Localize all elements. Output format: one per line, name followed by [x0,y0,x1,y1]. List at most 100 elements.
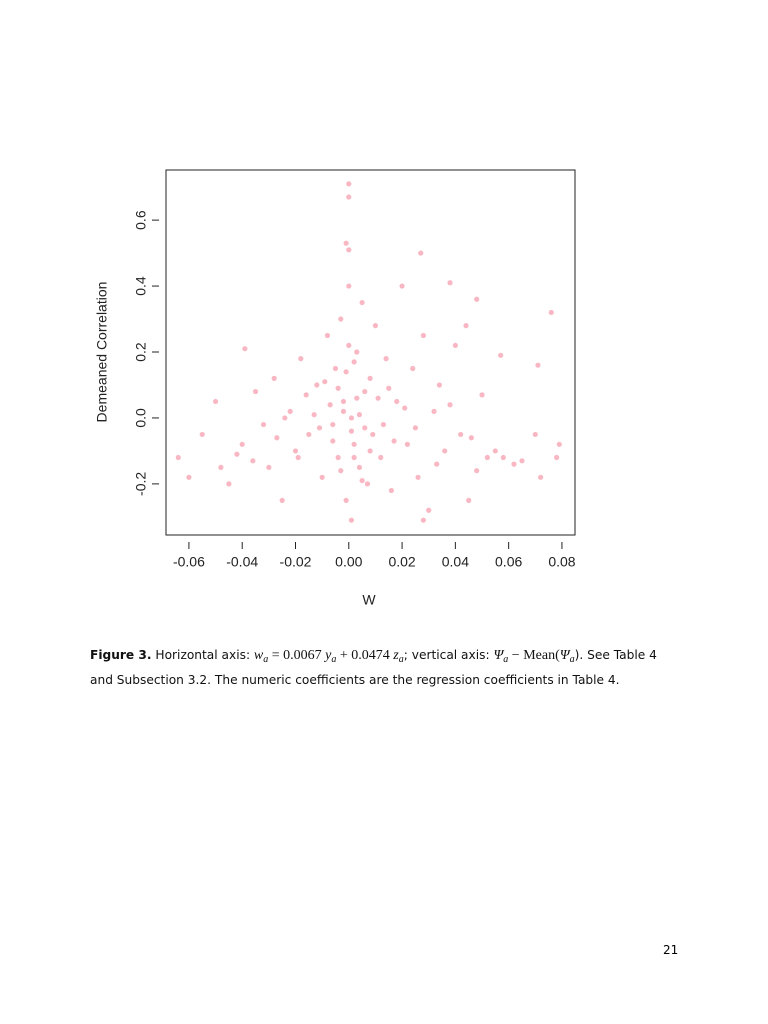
math-sub: a [503,654,509,665]
point [338,316,344,322]
math: Ψ [559,648,570,663]
point [532,431,538,438]
point [404,441,411,447]
chart: W Demeaned Correlation -0.06 -0.04 -0.02 0.… [94,169,576,608]
point [418,250,424,256]
point [458,431,464,438]
math-sub: a [569,654,575,665]
point [322,379,328,385]
point [346,283,352,289]
point [311,412,317,418]
point [340,398,347,405]
y-tick-label: 0.6 [133,210,149,230]
point [359,477,365,484]
point [402,405,408,411]
math: y [325,648,332,663]
point [226,481,232,487]
x-tick-label: -0.04 [226,554,258,570]
page-number: 21 [663,943,679,957]
point [535,362,541,368]
plot-frame [165,169,576,536]
point [447,402,453,408]
point [327,402,333,408]
point [356,464,363,471]
point [242,346,248,352]
y-tick-label: 0.0 [133,408,149,428]
caption-text: ; vertical axis: [403,648,494,662]
caption-label: Figure 3. [90,648,152,662]
point [442,448,448,454]
point [346,194,352,200]
math-sub: a [263,654,269,665]
point [436,382,442,388]
point [498,352,504,358]
math: Ψ [493,648,504,663]
point [282,415,288,421]
point [348,428,355,434]
point [332,365,339,372]
point [343,369,349,375]
x-tick-label: 0.08 [548,554,575,570]
point [279,497,285,503]
point [316,425,323,431]
point [420,332,426,339]
point [292,448,299,454]
point [474,468,480,474]
point [452,342,458,349]
caption-text: Horizontal axis: [151,648,254,662]
point [463,323,469,329]
math-sub: a [331,654,337,665]
point [346,342,352,349]
point [234,451,240,457]
x-tick-label: 0.04 [442,554,469,570]
x-tick-label: 0.02 [388,554,415,570]
point [186,474,192,480]
point [466,497,472,503]
point [556,441,562,447]
point [346,181,352,187]
y-tick-label: -0.2 [133,472,149,496]
point [354,349,360,355]
y-tick-label: 0.4 [133,276,149,296]
point [548,309,554,316]
point [260,421,267,428]
point [362,388,368,395]
point [338,468,344,474]
point [340,408,347,414]
point [346,247,352,253]
point [295,454,301,461]
math: − Mean( [508,648,560,663]
point [370,431,376,438]
point [356,412,363,418]
point [434,461,440,467]
point [415,474,421,480]
point [519,458,525,464]
point [303,392,309,398]
point [324,332,331,339]
point [479,392,485,398]
point [330,421,336,428]
math: w [253,648,264,663]
point [274,435,280,441]
x-tick-label: -0.02 [280,554,312,570]
point [298,355,304,362]
point [394,398,400,405]
x-tick-label: 0.00 [335,554,362,570]
point [364,481,371,487]
point [343,240,349,246]
point [354,395,360,401]
point [386,385,392,391]
point [426,507,432,513]
point [554,454,560,461]
point [474,296,480,302]
point [306,431,312,438]
point [380,421,387,428]
point [511,461,517,467]
point [199,431,205,438]
point [266,464,272,471]
y-axis-label: Demeaned Correlation [94,282,110,423]
x-tick-label: 0.06 [495,554,522,570]
point [175,454,181,461]
x-tick-label: -0.06 [173,554,205,570]
point [367,448,373,454]
